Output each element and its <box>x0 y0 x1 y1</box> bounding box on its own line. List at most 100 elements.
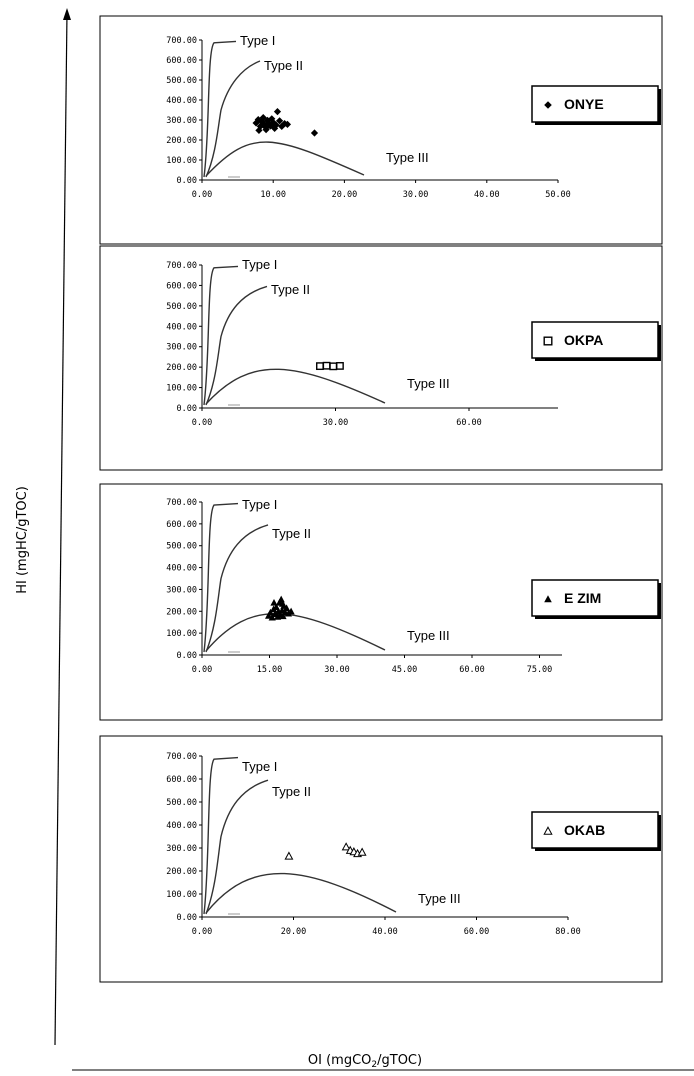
data-point <box>357 847 367 856</box>
legend-label: ONYE <box>564 96 604 112</box>
legend-marker <box>544 595 552 603</box>
y-tick-label: 400.00 <box>166 96 197 106</box>
y-axis-title: HI (mgHC/gTOC) <box>15 486 30 594</box>
x-tick-label: 50.00 <box>545 190 571 200</box>
data-points <box>252 108 319 137</box>
x-tick-label: 0.00 <box>192 190 212 200</box>
y-tick-label: 700.00 <box>166 261 197 271</box>
x-tick-label: 10.00 <box>260 190 286 200</box>
data-point <box>265 119 273 127</box>
type-ii-curve <box>205 285 268 406</box>
y-tick-label: 100.00 <box>166 384 197 394</box>
panel-onye: 0.00 100.00 200.00 300.00 400.00 500.00 600.00… <box>99 15 663 245</box>
panel-okpa: 0.00 100.00 200.00 300.00 400.00 500.00 600.00… <box>99 245 663 471</box>
data-point <box>272 121 280 129</box>
y-tick-label: 500.00 <box>166 542 197 552</box>
type-ii-curve <box>205 60 261 178</box>
data-points <box>265 595 295 621</box>
data-point <box>272 603 280 610</box>
x-tick-label: 40.00 <box>372 927 398 937</box>
x-tick-label: 60.00 <box>456 418 482 428</box>
legend: OKAB <box>531 811 661 851</box>
x-tick-label: 30.00 <box>323 418 349 428</box>
type-i-label: Type I <box>240 33 275 48</box>
legend: E ZIM <box>531 579 661 619</box>
type-ii-curve <box>205 524 269 653</box>
y-tick-label: 300.00 <box>166 343 197 353</box>
x-tick-label: 40.00 <box>474 190 500 200</box>
type-ii-label: Type II <box>264 58 303 73</box>
y-tick-label: 500.00 <box>166 302 197 312</box>
type-i-label: Type I <box>242 257 277 272</box>
type-iii-label: Type III <box>418 891 461 906</box>
x-tick-label: 75.00 <box>527 665 553 675</box>
data-point <box>278 122 286 130</box>
y-tick-label: 700.00 <box>166 36 197 46</box>
data-point <box>254 116 262 124</box>
data-point <box>283 604 291 612</box>
type-ii-label: Type II <box>272 526 311 541</box>
panel-okab: 0.00 100.00 200.00 300.00 400.00 500.00 600.00… <box>99 735 663 983</box>
y-tick-label: 100.00 <box>166 156 197 166</box>
data-points <box>316 361 344 371</box>
y-tick-label: 200.00 <box>166 867 197 877</box>
type-iii-label: Type III <box>386 150 429 165</box>
y-tick-label: 400.00 <box>166 322 197 332</box>
x-tick-label: 0.00 <box>192 927 212 937</box>
data-point <box>256 122 264 130</box>
x-tick-label: 30.00 <box>403 190 429 200</box>
x-axis-title-subscript: 2 <box>371 1060 377 1070</box>
type-i-curve <box>203 40 237 178</box>
data-point <box>255 126 263 134</box>
legend-marker <box>544 101 552 109</box>
panel-e-zim: 0.00 100.00 200.00 300.00 400.00 500.00 600.00… <box>99 483 663 721</box>
type-ii-label: Type II <box>272 784 311 799</box>
x-axis-title-main: OI (mgCO <box>308 1053 372 1068</box>
x-tick-label: 60.00 <box>464 927 490 937</box>
legend-label: E ZIM <box>564 590 601 606</box>
y-tick-label: 600.00 <box>166 56 197 66</box>
legend-label: OKAB <box>564 822 605 838</box>
panel-frame <box>99 735 663 983</box>
legend-box <box>531 811 659 849</box>
y-tick-label: 500.00 <box>166 798 197 808</box>
x-tick-label: 15.00 <box>257 665 283 675</box>
y-tick-label: 200.00 <box>166 136 197 146</box>
x-axis-title: OI (mgCO2/gTOC) <box>308 1053 422 1070</box>
data-point <box>262 126 270 134</box>
x-tick-label: 45.00 <box>392 665 418 675</box>
y-tick-label: 400.00 <box>166 821 197 831</box>
data-point <box>322 361 331 370</box>
y-tick-label: 0.00 <box>177 404 197 414</box>
y-tick-label: 300.00 <box>166 116 197 126</box>
type-iii-curve <box>205 141 365 177</box>
data-point <box>270 598 278 606</box>
data-point <box>277 595 285 603</box>
type-i-label: Type I <box>242 497 277 512</box>
type-iii-curve <box>205 368 386 405</box>
data-point <box>283 120 292 128</box>
y-tick-label: 300.00 <box>166 844 197 854</box>
y-tick-label: 700.00 <box>166 498 197 508</box>
legend-box <box>531 85 659 123</box>
y-tick-label: 700.00 <box>166 752 197 762</box>
data-point <box>336 362 344 370</box>
y-tick-label: 0.00 <box>177 176 197 186</box>
type-iii-label: Type III <box>407 628 450 643</box>
panel-frame <box>99 15 663 245</box>
y-tick-label: 0.00 <box>177 913 197 923</box>
data-point <box>268 613 276 621</box>
panels: 0.00 100.00 200.00 300.00 400.00 500.00 600.00… <box>99 15 663 983</box>
legend-box <box>531 579 659 617</box>
data-point <box>271 124 279 132</box>
y-tick-label: 600.00 <box>166 520 197 530</box>
data-point <box>266 122 274 130</box>
type-iii-label: Type III <box>407 376 450 391</box>
y-tick-label: 500.00 <box>166 76 197 86</box>
y-tick-label: 100.00 <box>166 629 197 639</box>
data-point <box>276 117 284 125</box>
legend-marker <box>543 826 553 835</box>
legend: ONYE <box>531 85 661 125</box>
data-point <box>263 116 272 124</box>
